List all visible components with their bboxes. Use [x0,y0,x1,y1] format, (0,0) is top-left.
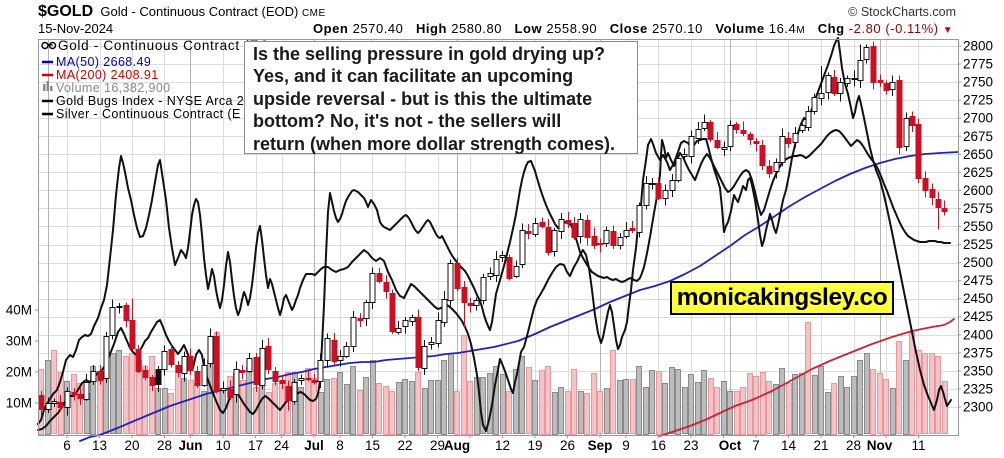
svg-text:Aug: Aug [444,438,470,453]
svg-text:2725: 2725 [963,93,993,108]
svg-text:Gold Bugs Index - NYSE Arca 2: Gold Bugs Index - NYSE Arca 2 [56,94,244,108]
svg-text:2800: 2800 [963,39,993,54]
svg-text:10: 10 [215,438,230,453]
svg-text:19: 19 [527,438,542,453]
svg-text:Nov: Nov [867,438,893,453]
svg-text:2475: 2475 [963,273,993,288]
svg-text:2400: 2400 [963,327,993,342]
svg-text:Gold - Continuous Contract (EO: Gold - Continuous Contract (EO [58,38,270,53]
svg-text:20: 20 [124,438,139,453]
svg-text:12: 12 [495,438,510,453]
svg-text:2550: 2550 [963,219,993,234]
svg-text:10M: 10M [6,396,32,411]
svg-text:28: 28 [157,438,172,453]
svg-text:29: 29 [430,438,445,453]
svg-text:MA(200) 2408.91: MA(200) 2408.91 [56,68,159,82]
svg-text:Jul: Jul [304,438,324,453]
svg-text:2700: 2700 [963,111,993,126]
svg-text:2425: 2425 [963,309,993,324]
svg-text:15: 15 [365,438,380,453]
svg-text:16: 16 [651,438,666,453]
svg-text:24: 24 [274,438,290,453]
svg-text:6: 6 [63,438,71,453]
svg-text:22: 22 [397,438,412,453]
svg-text:20M: 20M [6,365,32,380]
svg-text:2750: 2750 [963,75,993,90]
svg-text:MA(50) 2668.49: MA(50) 2668.49 [56,55,151,69]
svg-text:2375: 2375 [963,345,993,360]
svg-text:2300: 2300 [963,400,993,415]
svg-text:2625: 2625 [963,165,993,180]
svg-text:11: 11 [911,438,925,453]
svg-text:2450: 2450 [963,291,993,306]
svg-text:2575: 2575 [963,201,993,216]
svg-text:2500: 2500 [963,255,993,270]
svg-text:Silver - Continuous Contract (: Silver - Continuous Contract (E [56,107,241,121]
svg-text:2525: 2525 [963,237,993,252]
svg-text:40M: 40M [6,303,32,318]
svg-text:13: 13 [92,438,107,453]
svg-text:17: 17 [248,438,263,453]
svg-text:2675: 2675 [963,129,993,144]
svg-text:30M: 30M [6,334,32,349]
svg-text:Jun: Jun [178,438,202,453]
svg-text:Oct: Oct [719,438,742,453]
svg-text:2650: 2650 [963,147,993,162]
svg-text:2600: 2600 [963,183,993,198]
svg-text:2325: 2325 [963,381,993,396]
svg-text:8: 8 [336,438,344,453]
svg-text:21: 21 [813,438,828,453]
svg-text:7: 7 [752,438,760,453]
svg-text:2350: 2350 [963,363,993,378]
svg-text:28: 28 [846,438,861,453]
svg-text:23: 23 [683,438,698,453]
svg-text:Volume 16,382,900: Volume 16,382,900 [56,81,171,95]
svg-text:Sep: Sep [588,438,613,453]
svg-text:14: 14 [781,438,797,453]
svg-text:26: 26 [560,438,575,453]
svg-text:2775: 2775 [963,57,993,72]
svg-text:9: 9 [622,438,630,453]
